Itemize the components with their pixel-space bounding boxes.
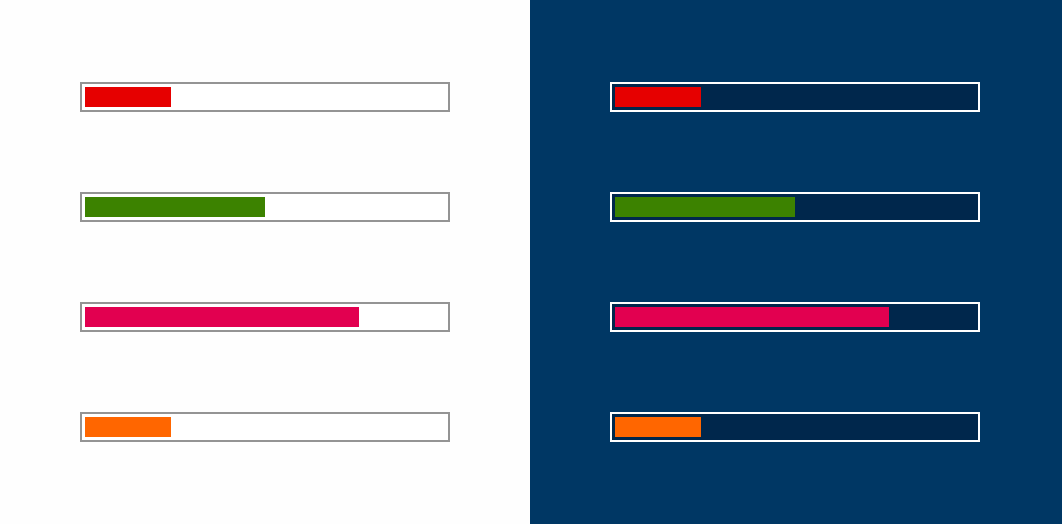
- light-theme-panel: [0, 0, 530, 524]
- progress-fill-orange: [615, 417, 702, 437]
- progress-bar-orange: [80, 412, 450, 442]
- progress-fill-pink: [615, 307, 889, 327]
- progress-fill-red: [85, 87, 172, 107]
- dark-theme-panel: [530, 0, 1062, 524]
- progress-fill-red: [615, 87, 702, 107]
- progress-fill-pink: [85, 307, 359, 327]
- progress-bar-pink: [610, 302, 980, 332]
- progress-fill-orange: [85, 417, 172, 437]
- progress-fill-green: [85, 197, 265, 217]
- progress-bar-orange: [610, 412, 980, 442]
- progress-bar-green: [80, 192, 450, 222]
- progress-bar-red: [80, 82, 450, 112]
- progress-bar-pink: [80, 302, 450, 332]
- progress-bar-red: [610, 82, 980, 112]
- progress-bar-green: [610, 192, 980, 222]
- progress-fill-green: [615, 197, 795, 217]
